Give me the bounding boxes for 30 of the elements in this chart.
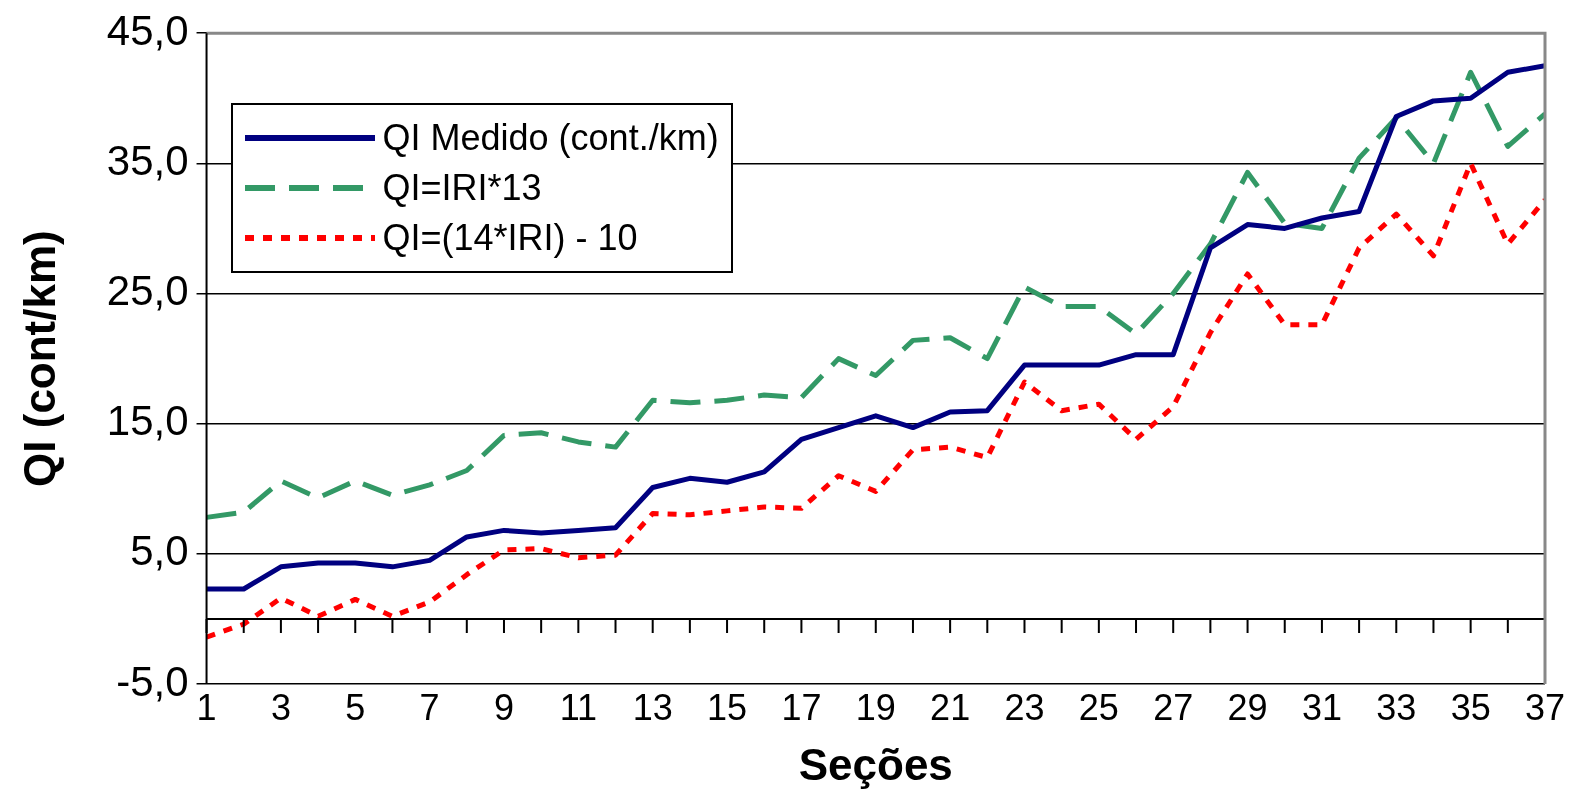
y-tick-label: 45,0 — [106, 6, 189, 54]
x-tick-label: 37 — [1524, 686, 1566, 728]
legend-label: QI Medido (cont./km) — [382, 116, 719, 161]
x-tick-label: 33 — [1376, 686, 1417, 728]
x-tick-label: 17 — [781, 686, 822, 728]
x-tick-label: 27 — [1153, 686, 1194, 728]
x-axis-title: Seções — [798, 739, 953, 789]
y-tick-label: 5,0 — [130, 527, 189, 575]
x-tick-label: 7 — [419, 686, 440, 728]
x-tick-label: 3 — [270, 686, 291, 728]
x-tick-label: 31 — [1301, 686, 1342, 728]
x-tick-label: 13 — [632, 686, 673, 728]
x-tick-label: 1 — [196, 686, 217, 728]
x-tick-label: 35 — [1450, 686, 1491, 728]
legend-label: QI=IRI*13 — [382, 166, 542, 211]
y-tick-label: 25,0 — [106, 267, 189, 315]
x-tick-label: 15 — [707, 686, 748, 728]
x-tick-label: 29 — [1227, 686, 1268, 728]
x-tick-label: 11 — [559, 686, 598, 728]
x-tick-label: 23 — [1004, 686, 1045, 728]
x-tick-label: 25 — [1078, 686, 1119, 728]
x-tick-label: 19 — [855, 686, 896, 728]
y-tick-label: 35,0 — [106, 136, 189, 184]
legend-label: QI=(14*IRI) - 10 — [382, 216, 638, 261]
y-axis-title: QI (cont/km) — [14, 230, 64, 487]
y-tick-label: -5,0 — [116, 657, 189, 705]
y-tick-label: 15,0 — [106, 397, 189, 445]
x-tick-label: 9 — [493, 686, 514, 728]
x-tick-label: 5 — [345, 686, 366, 728]
x-tick-label: 21 — [930, 686, 971, 728]
